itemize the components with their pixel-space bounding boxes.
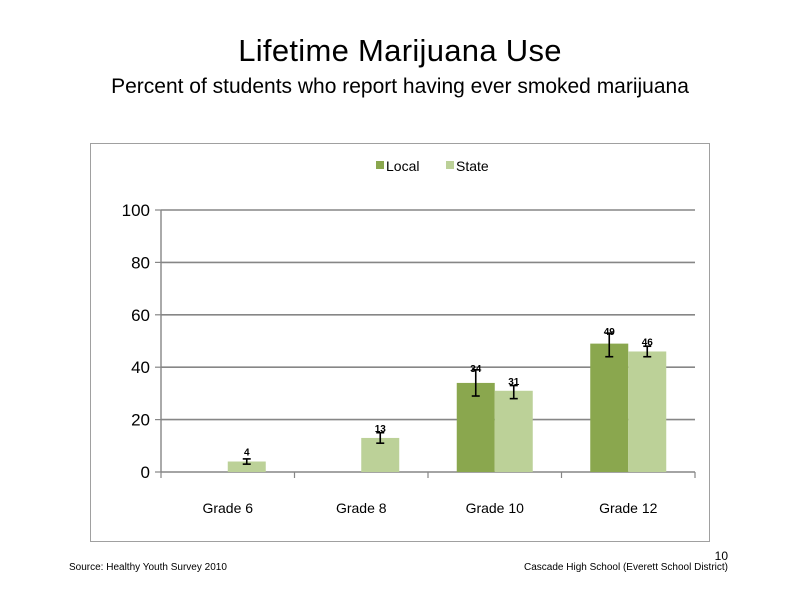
slide-subtitle: Percent of students who report having ev… (111, 75, 689, 98)
x-tick-label: Grade 10 (466, 500, 525, 516)
page-number: 10 (714, 549, 728, 563)
bar-local-3 (456, 382, 495, 472)
data-label: 34 (470, 364, 482, 375)
school-name: Cascade High School (Everett School Dist… (524, 562, 728, 573)
x-tick-label: Grade 8 (336, 500, 387, 516)
axes: 0 20 40 60 80 100 Grade 6 Grade 8 Grade 10 Grade … (122, 201, 696, 516)
y-tick-label: 0 (141, 463, 150, 482)
x-tick-label: Grade 12 (599, 500, 658, 516)
data-label: 4 (244, 448, 250, 459)
source-note: Source: Healthy Youth Survey 2010 (69, 562, 227, 573)
y-tick-label: 60 (131, 306, 150, 325)
legend-swatch-local (376, 161, 384, 169)
y-tick-label: 20 (131, 411, 150, 430)
bar-state-4 (628, 351, 667, 472)
data-label: 13 (375, 424, 387, 435)
bars (227, 332, 667, 472)
data-label: 31 (508, 377, 520, 388)
y-tick-label: 40 (131, 358, 150, 377)
legend-label-local: Local (386, 158, 419, 174)
bar-local-4 (590, 343, 629, 472)
slide-title: Lifetime Marijuana Use (238, 33, 562, 68)
x-tick-label: Grade 6 (202, 500, 253, 516)
bar-state-1 (227, 461, 266, 472)
legend-swatch-state (446, 161, 454, 169)
data-label: 46 (642, 337, 654, 348)
chart-frame (90, 143, 710, 542)
legend: Local State (376, 158, 489, 174)
y-tick-label: 80 (131, 253, 150, 272)
bar-state-3 (494, 390, 533, 472)
y-tick-label: 100 (122, 201, 150, 220)
data-labels: 4 13 34 31 49 46 (244, 327, 653, 458)
legend-label-state: State (456, 158, 489, 174)
data-label: 49 (604, 327, 616, 338)
